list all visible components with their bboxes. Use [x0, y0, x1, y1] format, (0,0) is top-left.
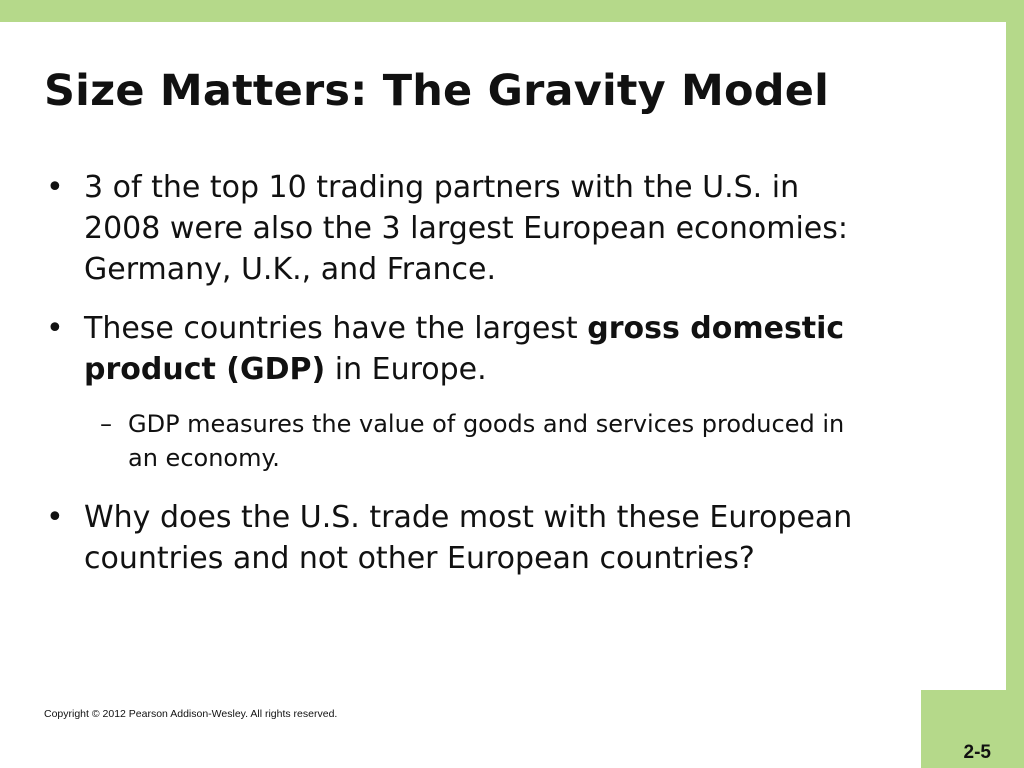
bullet-item-3: • Why does the U.S. trade most with thes…	[46, 497, 884, 579]
bullet-text: Why does the U.S. trade most with these …	[84, 500, 853, 576]
copyright-notice: Copyright © 2012 Pearson Addison-Wesley.…	[44, 708, 338, 720]
bullet-marker: •	[46, 311, 64, 346]
sub-bullet-marker: –	[100, 410, 112, 438]
slide-content-area	[0, 22, 1006, 768]
bullet-item-1: • 3 of the top 10 trading partners with …	[46, 167, 884, 290]
slide-title: Size Matters: The Gravity Model	[44, 66, 830, 116]
bullet-marker: •	[46, 170, 64, 205]
page-number-box: 2-5	[921, 690, 1024, 768]
bullet-text: 3 of the top 10 trading partners with th…	[84, 170, 848, 287]
sub-bullet-text: GDP measures the value of goods and serv…	[128, 410, 845, 472]
bullet-text: These countries have the largest	[84, 311, 588, 346]
bullet-bold-term: gross domestic product (GDP)	[84, 311, 845, 387]
bullet-text-end: in Europe.	[325, 352, 487, 387]
bullet-marker: •	[46, 500, 64, 535]
page-number: 2-5	[963, 742, 991, 763]
sub-bullet-item: – GDP measures the value of goods and se…	[100, 407, 868, 475]
bullet-item-2: • These countries have the largest gross…	[46, 308, 964, 390]
